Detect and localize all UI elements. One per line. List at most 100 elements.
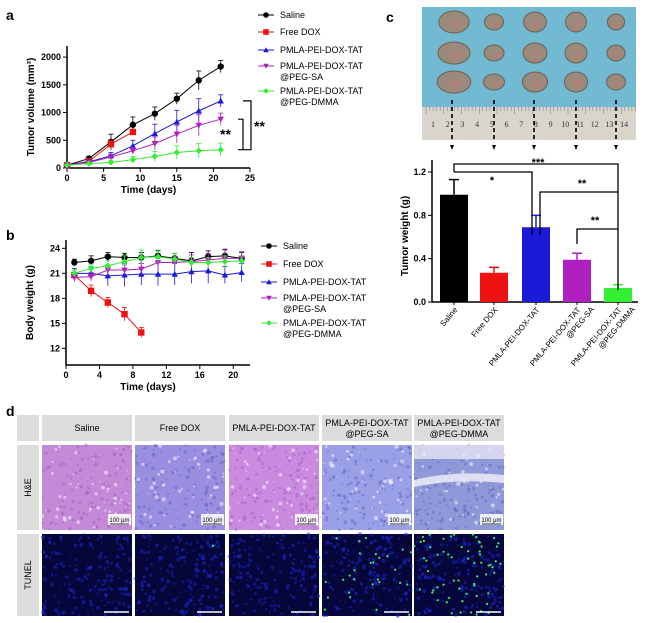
dapi-nucleus <box>341 547 345 552</box>
dapi-nucleus <box>119 569 122 572</box>
tissue-gap <box>238 502 240 504</box>
ruler-label: 1 <box>431 120 435 129</box>
tumor-highlight <box>573 20 583 28</box>
legend-label: PMLA-PEI-DOX-TAT <box>283 318 367 328</box>
cell-nucleus <box>422 500 425 503</box>
tumor-highlight <box>449 19 463 29</box>
tissue-gap <box>245 462 249 466</box>
cell-nucleus <box>201 452 205 456</box>
panel-label-c: c <box>386 9 394 25</box>
dapi-nucleus <box>484 585 488 589</box>
marker-circle <box>71 259 78 266</box>
dapi-nucleus <box>343 539 347 543</box>
scale-bar-label: 100 μm <box>296 518 316 524</box>
dapi-nucleus <box>300 583 303 586</box>
marker-triangle-down <box>121 267 128 274</box>
dapi-nucleus <box>463 595 467 598</box>
dapi-nucleus <box>375 601 379 604</box>
cell-nucleus <box>84 443 88 447</box>
cell-nucleus <box>391 452 393 455</box>
cell-nucleus <box>220 481 224 484</box>
dapi-nucleus <box>109 562 113 566</box>
cell-nucleus <box>326 506 330 510</box>
x-tick-label: 0 <box>63 370 68 380</box>
dapi-nucleus <box>390 543 393 546</box>
dapi-nucleus <box>69 556 72 559</box>
marker-square <box>87 287 95 295</box>
dapi-nucleus <box>219 552 223 556</box>
dapi-nucleus <box>164 600 168 605</box>
cell-nucleus <box>467 526 469 528</box>
dapi-nucleus <box>87 584 90 587</box>
dapi-nucleus <box>423 564 428 569</box>
tissue-gap <box>257 451 261 455</box>
dapi-nucleus <box>345 552 349 555</box>
cell-nucleus <box>417 462 419 465</box>
cell-nucleus <box>338 528 341 532</box>
tunel-positive-cell <box>422 557 426 560</box>
dapi-nucleus <box>381 577 384 580</box>
cell-nucleus <box>429 502 432 505</box>
tissue-gap <box>206 468 211 472</box>
dapi-nucleus <box>146 550 151 554</box>
dapi-nucleus <box>260 570 264 574</box>
cell-nucleus <box>305 494 308 498</box>
dapi-nucleus <box>469 588 473 592</box>
tunel-positive-cell <box>448 596 451 600</box>
dapi-nucleus <box>176 596 179 599</box>
tissue-gap <box>288 487 292 490</box>
dapi-nucleus <box>350 588 355 592</box>
y-tick-label: 15 <box>50 318 60 328</box>
dapi-nucleus <box>490 554 495 558</box>
dapi-nucleus <box>247 584 251 588</box>
dapi-nucleus <box>361 565 366 570</box>
cell-nucleus <box>300 473 303 476</box>
dapi-nucleus <box>205 605 210 610</box>
cell-nucleus <box>97 517 101 521</box>
dapi-nucleus <box>233 543 235 546</box>
dapi-nucleus <box>99 534 103 539</box>
marker-square <box>107 140 115 148</box>
dapi-nucleus <box>425 607 429 610</box>
cell-nucleus <box>343 496 348 500</box>
significance-bracket <box>539 191 618 235</box>
cell-nucleus <box>442 498 447 502</box>
dapi-nucleus <box>166 568 169 571</box>
tissue-gap <box>275 522 281 527</box>
tissue-gap <box>63 495 67 499</box>
cell-nucleus <box>151 476 155 480</box>
cell-nucleus <box>332 494 335 497</box>
dapi-nucleus <box>313 565 316 568</box>
dapi-nucleus <box>456 561 460 564</box>
arrow-down-icon <box>450 145 454 150</box>
ruler <box>422 107 636 140</box>
cell-nucleus <box>194 486 197 489</box>
cell-nucleus <box>350 527 352 530</box>
cell-nucleus <box>250 511 255 515</box>
dapi-nucleus <box>271 535 275 538</box>
y-tick-label: 12 <box>50 343 60 353</box>
tissue-gap <box>315 510 318 512</box>
dapi-nucleus <box>130 577 133 580</box>
dapi-nucleus <box>480 586 484 590</box>
marker-triangle-up <box>171 270 178 277</box>
cell-nucleus <box>247 478 250 481</box>
dapi-nucleus <box>186 579 190 583</box>
dapi-nucleus <box>193 582 197 586</box>
tissue-gap <box>399 459 404 464</box>
tunel-positive-cell <box>409 551 412 554</box>
cell-nucleus <box>283 488 287 492</box>
dapi-nucleus <box>336 560 339 563</box>
dapi-nucleus <box>408 588 411 591</box>
cell-nucleus <box>369 473 373 478</box>
tissue-gap <box>192 495 195 499</box>
tunel-positive-cell <box>429 546 432 549</box>
cell-nucleus <box>240 465 244 469</box>
dapi-nucleus <box>314 586 318 589</box>
dapi-nucleus <box>404 532 408 537</box>
tunel-positive-cell <box>487 564 490 567</box>
cell-nucleus <box>239 450 242 454</box>
tissue-gap <box>305 468 309 471</box>
dapi-nucleus <box>52 542 56 545</box>
cell-nucleus <box>174 485 178 489</box>
